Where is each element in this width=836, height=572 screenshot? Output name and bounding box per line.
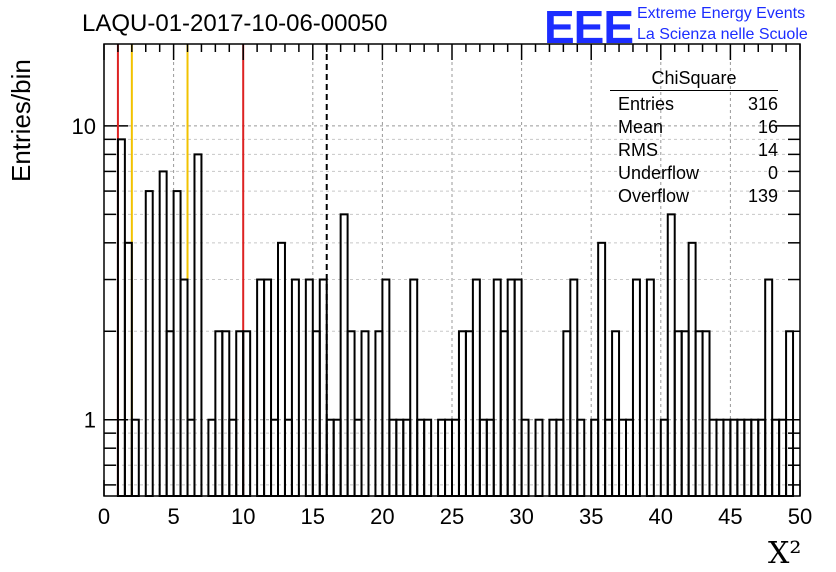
stats-value: 0 <box>767 163 778 183</box>
histogram-bar <box>562 330 572 497</box>
stats-row: Mean 16 <box>610 117 778 140</box>
y-axis-label: Entries/bin <box>6 59 36 182</box>
x-tick-label: 5 <box>167 504 179 529</box>
histogram-bar <box>172 190 182 498</box>
x-tick-label: 50 <box>788 504 812 529</box>
chart-title: LAQU-01-2017-10-06-00050 <box>82 10 388 37</box>
histogram-bar <box>360 330 370 497</box>
histogram-bar <box>256 278 266 497</box>
histogram-bar <box>597 241 607 497</box>
stats-label: Overflow <box>618 186 690 206</box>
histogram-bar <box>409 278 419 497</box>
histogram-bar <box>611 330 621 497</box>
histogram-bar <box>214 330 224 497</box>
stats-label: Mean <box>618 117 664 137</box>
x-tick-label: 35 <box>579 504 603 529</box>
logo-line1: Extreme Energy Events <box>637 5 806 22</box>
histogram-bar <box>666 213 676 497</box>
x-tick-label: 15 <box>301 504 325 529</box>
stats-value: 139 <box>747 186 778 206</box>
histogram-bar <box>263 278 273 497</box>
eee-logo: EEE <box>544 1 634 53</box>
histogram-bar <box>144 190 154 498</box>
x-tick-label: 0 <box>98 504 110 529</box>
histogram-bar <box>290 278 300 497</box>
histogram-bar <box>457 330 467 497</box>
x-tick-label: 40 <box>649 504 673 529</box>
histogram-bar <box>165 330 175 497</box>
histogram-bar <box>569 278 579 497</box>
histogram-bar <box>499 330 509 497</box>
histogram-bar <box>464 330 474 497</box>
histogram-bar <box>221 330 231 497</box>
x-tick-label: 30 <box>509 504 533 529</box>
stats-title: ChiSquare <box>610 68 778 91</box>
histogram-bar <box>764 278 774 497</box>
histogram-bar <box>513 278 523 497</box>
x-axis-label: X² <box>768 536 802 571</box>
stats-row: RMS 14 <box>610 140 778 163</box>
histogram-bar <box>123 241 133 497</box>
histogram-bar <box>471 278 481 497</box>
stats-row: Underflow 0 <box>610 163 778 186</box>
x-tick-label: 45 <box>718 504 742 529</box>
histogram-bar <box>116 138 126 497</box>
histogram-bar <box>346 330 356 497</box>
histogram-bar <box>785 330 795 497</box>
histogram-bar <box>492 278 502 497</box>
histogram-bar <box>687 241 697 497</box>
stats-value: 316 <box>747 94 778 114</box>
minor-ticks <box>104 125 800 486</box>
x-tick-label: 20 <box>370 504 394 529</box>
histogram-bar <box>694 330 704 497</box>
stats-value: 16 <box>757 117 778 137</box>
histogram-bar <box>304 278 314 497</box>
histogram-bar <box>158 170 168 497</box>
histogram-bar <box>193 153 203 497</box>
histogram-bar <box>374 330 384 497</box>
histogram-bar <box>235 330 245 497</box>
histogram-bar <box>506 278 516 497</box>
histogram-bar <box>381 278 391 497</box>
y-tick-label: 10 <box>72 114 96 139</box>
histogram-bar <box>242 330 252 497</box>
stats-label: Entries <box>618 94 675 114</box>
histogram-bar <box>318 278 328 497</box>
x-tick-label: 10 <box>231 504 255 529</box>
stats-label: Underflow <box>618 163 700 183</box>
stats-row: Overflow 139 <box>610 186 778 209</box>
x-tick-label: 25 <box>440 504 464 529</box>
histogram-bar <box>277 241 286 497</box>
histogram-bar <box>311 330 321 497</box>
stats-box: ChiSquare Entries 316 Mean 16 RMS 14 Underf… <box>610 68 778 209</box>
stats-label: RMS <box>618 140 658 160</box>
histogram-bar <box>673 330 683 497</box>
axis-ticks: 0 5 10 15 20 25 30 35 40 45 50 1 10 <box>72 44 812 529</box>
histogram-bar <box>680 330 690 497</box>
logo-line2: La Scienza nelle Scuole <box>637 26 808 43</box>
stats-value: 14 <box>757 140 778 160</box>
histogram-bar <box>179 278 189 497</box>
y-tick-label: 1 <box>84 408 96 433</box>
histogram-bar <box>645 278 655 497</box>
histogram-bar <box>701 330 711 497</box>
histogram-bar <box>339 213 349 497</box>
stats-row: Entries 316 <box>610 94 778 117</box>
histogram-bar <box>631 278 641 497</box>
